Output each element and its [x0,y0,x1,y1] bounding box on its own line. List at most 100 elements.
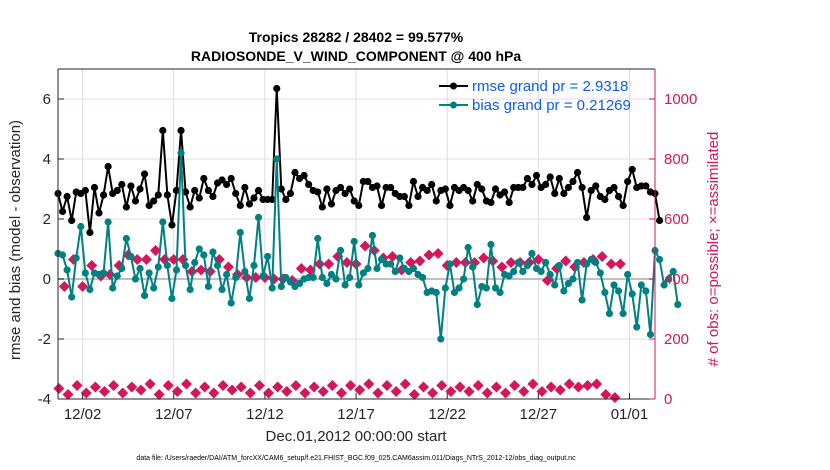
obs-count-marker [222,261,234,273]
rmse-point [182,188,190,196]
obs-count-marker [345,380,357,391]
chart-subtitle: RADIOSONDE_V_WIND_COMPONENT @ 400 hPa [191,48,521,64]
bias-point [154,263,162,271]
rmse-point [578,183,586,192]
obs-count-marker [80,387,92,399]
bias-point [323,279,331,288]
bias-point [560,287,568,295]
obs-count-marker [98,386,110,397]
obs-count-marker [208,387,220,399]
rmse-point [223,180,231,189]
rmse-point [318,203,326,211]
rmse-point [555,174,563,183]
rmse-point [619,201,627,210]
rmse-point [560,189,568,198]
obs-markers [53,240,626,403]
rmse-point [532,171,541,180]
y-right-tick-label: 200 [664,331,689,348]
bias-point [209,248,217,256]
obs-count-marker [423,249,435,261]
bias-point [177,149,185,157]
obs-count-marker [354,384,366,396]
bias-point [355,281,363,289]
obs-count-marker [317,386,329,397]
obs-count-marker [62,389,74,400]
obs-count-marker [253,380,265,391]
bias-point [359,269,367,277]
bias-point [450,288,459,297]
obs-count-marker [399,378,411,390]
rmse-point [122,203,130,211]
rmse-point [118,180,126,189]
rmse-point [432,197,440,205]
obs-count-marker [77,281,89,292]
bias-point [332,275,340,283]
obs-count-marker [614,258,626,270]
rmse-point [601,195,609,204]
rmse-point [355,201,363,210]
y-right-tick-label: 600 [664,211,689,228]
bias-point [409,264,418,273]
x-axis-label: Dec.01,2012 00:00:00 start [266,428,448,445]
bias-point [377,255,386,264]
rmse-point [519,183,527,192]
obs-count-marker [390,386,402,397]
bias-point [432,288,440,297]
bias-point [236,228,244,237]
rmse-point [400,192,408,201]
bias-point [104,218,112,226]
rmse-point [232,189,240,198]
bias-point [204,282,212,291]
obs-count-marker [509,380,521,391]
rmse-point [523,174,531,183]
obs-count-marker [436,380,448,391]
rmse-point [377,201,386,210]
bias-point [551,281,559,289]
rmse-point [209,192,217,201]
bias-point [537,267,545,276]
rmse-point [323,185,331,193]
bias-point [674,300,682,309]
rmse-point [154,191,162,199]
rmse-point [414,192,422,201]
legend-rmse-label: rmse grand pr = 2.9318 [472,78,628,95]
bias-point [469,263,477,271]
bias-point [482,284,490,292]
data-file-footer: data file: /Users/raeder/DAI/ATM_forcXX/… [136,455,576,462]
obs-count-marker [417,381,429,393]
x-tick-label: 12/12 [246,406,284,423]
bias-point [172,266,181,274]
rmse-point [177,126,185,135]
bias-point [58,251,67,259]
obs-count-marker [387,251,399,262]
bias-point [669,267,677,276]
bias-point [245,294,254,303]
obs-count-marker [481,387,493,399]
bias-point [614,287,623,295]
rmse-point [245,200,254,208]
bias-point [573,258,582,267]
obs-count-marker [600,389,612,400]
bias-point [77,222,85,231]
bias-point [496,288,504,297]
rmse-point [542,180,550,189]
bias-point [309,273,317,282]
bias-point [127,252,135,261]
bias-point [646,330,655,339]
bias-point [510,267,518,276]
obs-count-marker [150,245,162,256]
bias-point [68,293,76,301]
bias-point [455,284,463,292]
obs-count-marker [131,254,143,265]
bias-point [350,237,358,246]
obs-count-marker [281,386,293,397]
rmse-point [282,195,290,204]
rmse-point [127,182,135,190]
rmse-point [163,191,171,199]
bias-point [642,287,650,295]
y-tick-label: -2 [38,331,51,348]
rmse-point [469,197,477,205]
obs-count-marker [299,387,311,399]
bias-point [286,278,295,286]
bias-point [200,251,208,259]
